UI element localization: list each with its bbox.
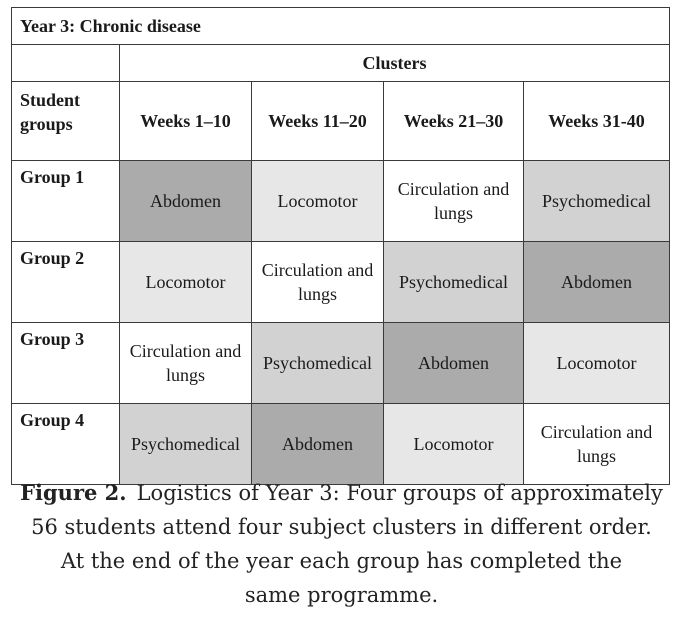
table-title: Year 3: Chronic disease xyxy=(10,7,671,45)
empty-corner-cell xyxy=(11,44,120,82)
cluster-cell: Psychomedical xyxy=(251,322,384,404)
caption-line-1: Figure 2. Logistics of Year 3: Four group… xyxy=(0,476,683,510)
weeks-header-3: Weeks 21–30 xyxy=(383,81,524,161)
cluster-cell: Psychomedical xyxy=(383,241,524,323)
weeks-row: Student groups Weeks 1–10 Weeks 11–20 We… xyxy=(11,81,671,161)
cluster-cell: Locomotor xyxy=(383,403,524,485)
group-label: Group 1 xyxy=(11,160,120,242)
cluster-cell: Abdomen xyxy=(251,403,384,485)
cluster-cell: Locomotor xyxy=(251,160,384,242)
cluster-cell: Circulation and lungs xyxy=(522,403,671,485)
clusters-header: Clusters xyxy=(118,44,671,82)
title-row: Year 3: Chronic disease xyxy=(10,7,671,45)
cluster-cell: Abdomen xyxy=(522,241,671,323)
student-groups-header-line2: groups xyxy=(20,114,73,134)
cluster-cell: Psychomedical xyxy=(119,403,252,485)
student-groups-header: Student groups xyxy=(11,81,120,161)
figure-label: Figure 2. xyxy=(20,480,127,505)
cluster-cell: Circulation and lungs xyxy=(119,322,252,404)
weeks-header-1: Weeks 1–10 xyxy=(119,81,252,161)
schedule-table: Year 3: Chronic disease Clusters Student… xyxy=(10,7,671,485)
table-row-group-3: Group 3 Circulation and lungs Psychomedi… xyxy=(11,322,671,404)
weeks-header-4: Weeks 31-40 xyxy=(522,81,671,161)
group-label: Group 3 xyxy=(11,322,120,404)
cluster-cell: Psychomedical xyxy=(522,160,671,242)
cluster-cell: Locomotor xyxy=(119,241,252,323)
caption-line-2: 56 students attend four subject clusters… xyxy=(31,515,652,539)
table-row-group-2: Group 2 Locomotor Circulation and lungs … xyxy=(11,241,671,323)
caption-line-3: At the end of the year each group has co… xyxy=(60,549,623,573)
table-row-group-1: Group 1 Abdomen Locomotor Circulation an… xyxy=(11,160,671,242)
caption-line-4: same programme. xyxy=(244,583,439,607)
caption-text-1: Logistics of Year 3: Four groups of appr… xyxy=(136,481,663,505)
figure-caption: Figure 2. Logistics of Year 3: Four group… xyxy=(0,476,683,612)
clusters-row: Clusters xyxy=(11,44,671,82)
student-groups-header-line1: Student xyxy=(20,90,81,110)
cluster-cell: Circulation and lungs xyxy=(251,241,384,323)
group-label: Group 2 xyxy=(11,241,120,323)
weeks-header-2: Weeks 11–20 xyxy=(251,81,384,161)
cluster-cell: Abdomen xyxy=(383,322,524,404)
cluster-cell: Locomotor xyxy=(522,322,671,404)
table-row-group-4: Group 4 Psychomedical Abdomen Locomotor … xyxy=(11,403,671,485)
group-label: Group 4 xyxy=(11,403,120,485)
cluster-cell: Abdomen xyxy=(119,160,252,242)
cluster-cell: Circulation and lungs xyxy=(383,160,524,242)
